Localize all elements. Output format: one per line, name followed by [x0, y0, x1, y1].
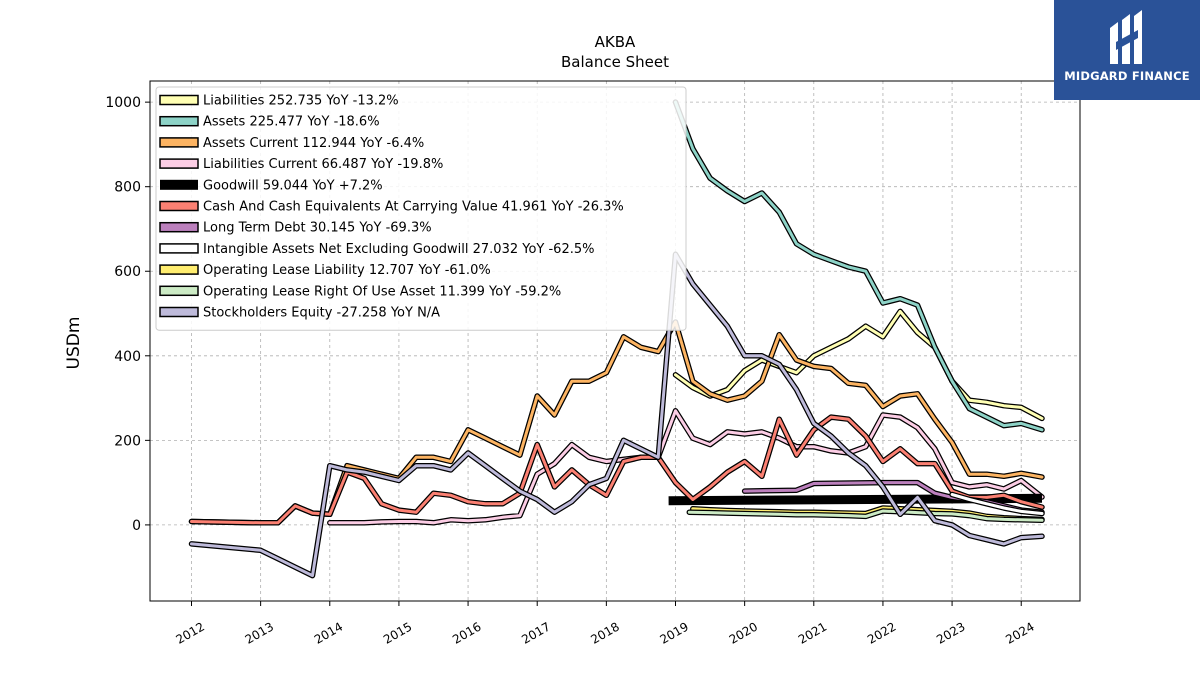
- legend-item: Stockholders Equity -27.258 YoY N/A: [159, 306, 440, 321]
- series-line-stroke: [687, 509, 1044, 522]
- series-line-stroke: [190, 415, 1044, 525]
- series-line-stroke: [190, 252, 1044, 578]
- brand-logo: MIDGARD FINANCE: [1054, 0, 1200, 100]
- legend-label: Operating Lease Liability 12.707 YoY -61…: [203, 263, 491, 278]
- legend-swatch: [160, 179, 198, 190]
- legend-swatch: [159, 137, 199, 148]
- series-line: [686, 508, 1045, 524]
- midgard-mark-icon: [1110, 10, 1142, 64]
- y-axis-ticks: 0 200 400 600 800 1000: [105, 95, 150, 534]
- legend-label: Cash And Cash Equivalents At Carrying Va…: [203, 200, 624, 215]
- legend-box: [155, 86, 687, 331]
- series-line-stroke: [328, 409, 1044, 525]
- series-line: [188, 414, 1045, 526]
- series-line: [949, 491, 1045, 517]
- legend-item: Intangible Assets Net Excluding Goodwill…: [159, 242, 594, 257]
- legend-item: Operating Lease Right Of Use Asset 11.39…: [159, 284, 561, 299]
- legend-label: Goodwill 59.044 YoY +7.2%: [203, 178, 383, 193]
- series-line: [327, 408, 1045, 526]
- series-line-stroke: [674, 309, 1044, 420]
- legend-item: Liabilities Current 66.487 YoY -19.8%: [159, 157, 443, 172]
- legend-item: Assets Current 112.944 YoY -6.4%: [159, 136, 424, 151]
- legend-item: Operating Lease Liability 12.707 YoY -61…: [159, 263, 491, 278]
- legend-item: Liabilities 252.735 YoY -13.2%: [159, 94, 399, 109]
- y-tick-label: 0: [132, 518, 141, 534]
- legend-label: Long Term Debt 30.145 YoY -69.3%: [203, 221, 432, 236]
- legend-swatch: [159, 200, 199, 212]
- legend-swatch: [159, 115, 199, 127]
- chart-subtitle: Balance Sheet: [561, 53, 669, 71]
- legend-swatch: [159, 306, 199, 318]
- series-line: [188, 251, 1045, 579]
- y-tick-label: 400: [114, 349, 141, 365]
- legend-item: Assets 225.477 YoY -18.6%: [159, 115, 380, 130]
- legend: Liabilities 252.735 YoY -13.2% Assets 225…: [155, 86, 687, 331]
- y-tick-label: 800: [114, 180, 141, 196]
- series-lines: [188, 99, 1045, 579]
- brand-name: MIDGARD FINANCE: [1064, 69, 1190, 83]
- legend-item: Goodwill 59.044 YoY +7.2%: [160, 178, 383, 193]
- legend-swatch: [159, 264, 199, 275]
- y-axis-label: USDm: [64, 317, 84, 370]
- legend-label: Stockholders Equity -27.258 YoY N/A: [203, 306, 440, 321]
- y-tick-label: 200: [114, 433, 141, 449]
- series-line-stroke: [950, 493, 1044, 515]
- legend-swatch: [159, 94, 199, 106]
- legend-label: Assets 225.477 YoY -18.6%: [203, 115, 380, 130]
- series-line-stroke: [674, 100, 1044, 432]
- series-line: [672, 99, 1045, 433]
- plot-frame: [149, 80, 1081, 602]
- legend-label: Liabilities 252.735 YoY -13.2%: [203, 94, 399, 109]
- legend-label: Operating Lease Right Of Use Asset 11.39…: [203, 284, 561, 299]
- legend-label: Intangible Assets Net Excluding Goodwill…: [203, 242, 594, 257]
- legend-swatch: [159, 285, 199, 297]
- legend-item: Long Term Debt 30.145 YoY -69.3%: [159, 221, 432, 236]
- y-tick-label: 600: [114, 264, 141, 280]
- legend-swatch: [159, 158, 199, 169]
- legend-swatch: [159, 221, 199, 233]
- series-line: [672, 308, 1045, 422]
- y-tick-label: 1000: [105, 95, 141, 111]
- legend-label: Liabilities Current 66.487 YoY -19.8%: [203, 157, 443, 172]
- legend-swatch: [159, 243, 199, 254]
- chart-title: AKBA: [595, 33, 636, 51]
- legend-label: Assets Current 112.944 YoY -6.4%: [203, 136, 424, 151]
- legend-item: Cash And Cash Equivalents At Carrying Va…: [159, 200, 624, 215]
